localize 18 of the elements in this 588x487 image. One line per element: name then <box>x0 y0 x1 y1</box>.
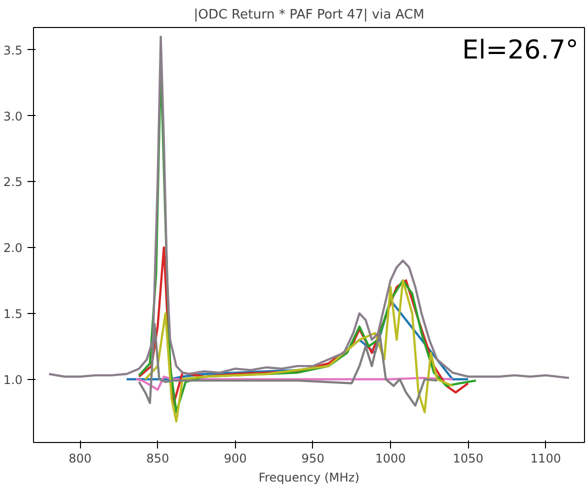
x-tick-label: 1000 <box>375 452 406 466</box>
x-tick-label: 800 <box>68 452 92 466</box>
line-series <box>134 376 454 391</box>
y-tick-label: 3.0 <box>3 109 23 124</box>
x-tick-label: 950 <box>301 452 324 466</box>
x-tick-label: 850 <box>146 452 170 466</box>
x-axis-title: Frequency (MHz) <box>258 470 360 484</box>
x-tick-label: 900 <box>224 452 247 466</box>
y-tick-label: 3.5 <box>3 43 23 58</box>
x-tick-label: 1050 <box>452 452 484 466</box>
x-tick-label: 1100 <box>530 452 561 466</box>
chart-title: |ODC Return * PAF Port 47| via ACM <box>194 8 424 22</box>
y-tick-label: 2.0 <box>3 241 23 256</box>
y-tick-label: 1.5 <box>3 306 23 321</box>
line-series <box>144 279 454 423</box>
y-tick-label: 2.5 <box>3 175 23 190</box>
y-tick-label: 1.0 <box>3 372 23 387</box>
annotation: El=26.7° <box>462 36 578 66</box>
